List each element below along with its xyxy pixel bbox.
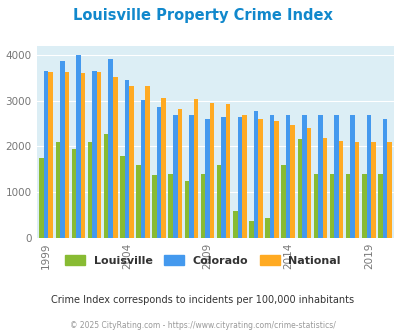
Bar (301, 115, 306, 238)
Bar (338, 141, 343, 238)
Bar (129, 86, 133, 238)
Bar (221, 117, 225, 238)
Bar (377, 174, 382, 238)
Bar (87, 142, 92, 238)
Bar (318, 115, 322, 238)
Bar (350, 115, 354, 238)
Text: Crime Index corresponds to incidents per 100,000 inhabitants: Crime Index corresponds to incidents per… (51, 295, 354, 305)
Bar (48, 72, 53, 238)
Legend: Louisville, Colorado, National: Louisville, Colorado, National (60, 250, 345, 270)
Bar (92, 71, 97, 238)
Bar (120, 156, 124, 238)
Bar (241, 115, 246, 238)
Bar (152, 175, 156, 238)
Bar (225, 104, 230, 238)
Bar (232, 211, 237, 238)
Bar (81, 73, 85, 238)
Bar (64, 72, 69, 238)
Bar (168, 174, 173, 238)
Bar (237, 117, 241, 238)
Text: Louisville Property Crime Index: Louisville Property Crime Index (73, 8, 332, 23)
Bar (193, 99, 198, 238)
Bar (113, 77, 117, 238)
Bar (345, 174, 350, 238)
Bar (253, 111, 258, 238)
Bar (141, 100, 145, 238)
Bar (354, 142, 358, 238)
Bar (55, 142, 60, 238)
Bar (274, 121, 278, 238)
Bar (108, 59, 113, 238)
Bar (136, 165, 141, 238)
Bar (361, 174, 366, 238)
Bar (205, 119, 209, 238)
Bar (216, 165, 221, 238)
Bar (370, 142, 375, 238)
Text: © 2025 CityRating.com - https://www.cityrating.com/crime-statistics/: © 2025 CityRating.com - https://www.city… (70, 321, 335, 330)
Bar (281, 165, 285, 238)
Bar (258, 119, 262, 238)
Bar (297, 139, 301, 238)
Bar (290, 125, 294, 238)
Bar (184, 181, 189, 238)
Bar (161, 98, 166, 238)
Bar (329, 174, 333, 238)
Bar (313, 174, 318, 238)
Bar (386, 142, 391, 238)
Bar (366, 115, 370, 238)
Bar (177, 109, 181, 238)
Bar (104, 134, 108, 238)
Bar (249, 221, 253, 238)
Bar (200, 174, 205, 238)
Bar (189, 115, 193, 238)
Bar (97, 72, 101, 238)
Bar (269, 115, 274, 238)
Bar (264, 217, 269, 238)
Bar (44, 71, 48, 238)
Bar (173, 115, 177, 238)
Bar (156, 107, 161, 238)
Bar (72, 149, 76, 238)
Bar (60, 61, 64, 238)
Bar (124, 80, 129, 238)
Bar (333, 115, 338, 238)
Bar (306, 128, 310, 238)
Bar (285, 115, 290, 238)
Bar (322, 138, 326, 238)
Bar (382, 119, 386, 238)
Bar (209, 103, 214, 238)
Bar (145, 86, 149, 238)
Bar (39, 158, 44, 238)
Bar (76, 55, 81, 238)
